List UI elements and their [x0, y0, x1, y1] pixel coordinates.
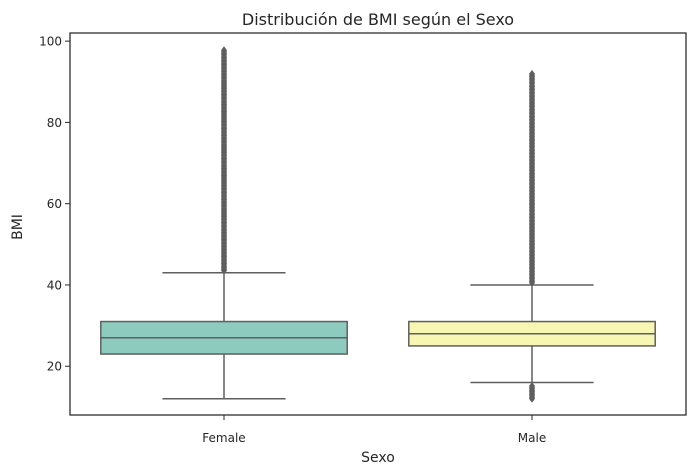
outlier-point-high — [529, 69, 535, 78]
y-tick-label: 40 — [47, 278, 62, 292]
outlier-point-high — [221, 46, 227, 55]
x-tick-label: Male — [518, 431, 546, 445]
plot-area: 20 40 60 80 100 Female Male — [39, 32, 687, 445]
y-tick-label: 80 — [47, 116, 62, 130]
x-axis-label: Sexo — [361, 450, 395, 466]
y-tick-label: 20 — [47, 360, 62, 374]
outlier-point-low — [529, 381, 535, 390]
y-tick-label: 60 — [47, 197, 62, 211]
y-tick-label: 100 — [39, 35, 62, 49]
chart-title: Distribución de BMI según el Sexo — [242, 10, 514, 29]
y-axis-label: BMI — [10, 214, 26, 240]
x-tick-label: Female — [202, 431, 245, 445]
plot-frame — [69, 32, 687, 416]
